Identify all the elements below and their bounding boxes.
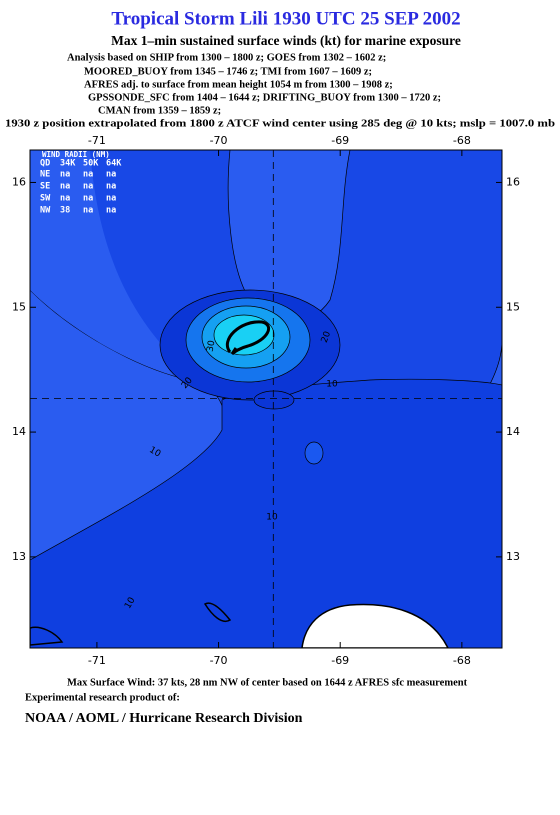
analysis-line: AFRES adj. to surface from mean height 1…	[84, 79, 393, 90]
x-tick-label: -70	[210, 654, 228, 667]
radii-cell: na	[83, 206, 93, 216]
x-tick-label: -69	[331, 654, 349, 667]
radii-cell: na	[83, 182, 93, 192]
radii-cell: na	[60, 194, 70, 204]
credit: NOAA / AOML / Hurricane Research Divisio…	[25, 711, 303, 726]
x-tick-label: -68	[453, 134, 471, 147]
x-tick-label: -71	[88, 654, 106, 667]
analysis-line: MOORED_BUOY from 1345 – 1746 z; TMI from…	[84, 66, 372, 77]
y-tick-label: 15	[12, 300, 26, 313]
contour-label: 10	[266, 513, 278, 523]
plot-frame	[29, 149, 503, 649]
max-wind-note: Max Surface Wind: 37 kts, 28 nm NW of ce…	[67, 677, 468, 688]
radii-cell: NW	[40, 206, 51, 216]
land-mask	[301, 603, 449, 648]
radii-cell: NE	[40, 170, 50, 180]
contour-35	[213, 314, 275, 356]
radii-cell: na	[106, 182, 116, 192]
radii-cell: na	[83, 170, 93, 180]
radii-cell: SE	[40, 182, 50, 192]
wind-field	[30, 150, 502, 648]
radii-cell: SW	[40, 194, 51, 204]
y-tick-label: 13	[506, 550, 520, 563]
y-tick-label: 14	[12, 425, 26, 438]
y-tick-label: 13	[12, 550, 26, 563]
radii-cell: 38	[60, 206, 70, 216]
y-tick-label: 14	[506, 425, 520, 438]
radii-cell: na	[106, 194, 116, 204]
radii-header: 50K	[83, 159, 99, 169]
y-tick-label: 16	[506, 175, 520, 188]
credit-intro: Experimental research product of:	[25, 692, 180, 703]
contour-label: 30	[206, 339, 218, 352]
radii-title: WIND RADII (NM)	[42, 150, 110, 159]
y-tick-label: 16	[12, 175, 26, 188]
title: Tropical Storm Lili 1930 UTC 25 SEP 2002	[111, 8, 460, 29]
radii-cell: na	[60, 182, 70, 192]
position-note: 1930 z position extrapolated from 1800 z…	[5, 118, 556, 129]
radii-cell: na	[60, 170, 70, 180]
outer-field	[30, 150, 200, 382]
radii-cell: na	[106, 170, 116, 180]
x-tick-label: -68	[453, 654, 471, 667]
x-tick-label: -70	[210, 134, 228, 147]
subtitle: Max 1–min sustained surface winds (kt) f…	[111, 33, 461, 48]
contour-label: 20	[320, 330, 333, 344]
contour-local	[253, 390, 295, 410]
radii-cell: na	[106, 206, 116, 216]
radii-header: 34K	[60, 159, 76, 169]
max-wind-contour	[225, 320, 271, 356]
contour-label: 10	[326, 380, 338, 390]
contour-local	[304, 441, 324, 465]
x-tick-label: -71	[88, 134, 106, 147]
radii-header: QD	[40, 159, 50, 169]
island	[30, 602, 232, 646]
analysis-line: Analysis based on SHIP from 1300 – 1800 …	[67, 52, 386, 63]
y-tick-label: 15	[506, 300, 520, 313]
analysis-line: GPSSONDE_SFC from 1404 – 1644 z; DRIFTIN…	[88, 92, 441, 103]
radii-header: 64K	[106, 159, 122, 169]
x-tick-label: -69	[331, 134, 349, 147]
radii-cell: na	[83, 194, 93, 204]
analysis-line: CMAN from 1359 – 1859 z;	[98, 105, 221, 116]
